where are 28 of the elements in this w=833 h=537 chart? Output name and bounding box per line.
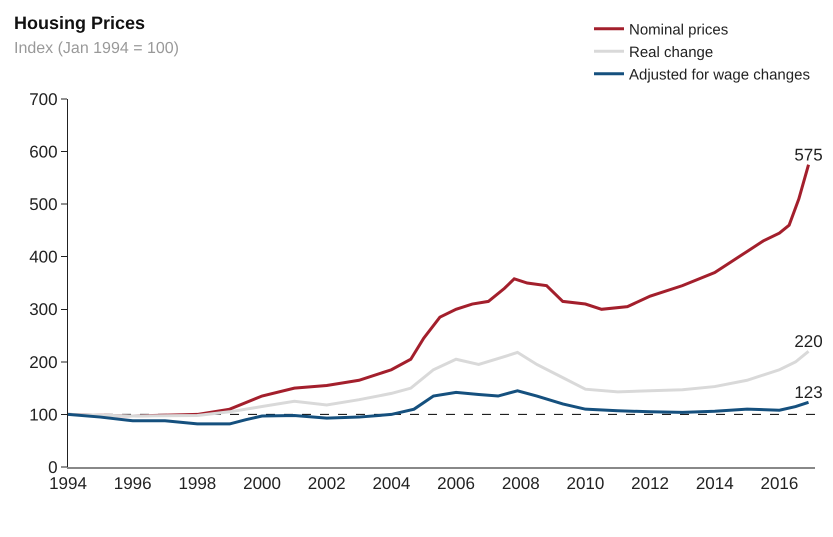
x-tick-label: 1994 xyxy=(49,474,87,494)
x-tick-label: 2004 xyxy=(372,474,410,494)
x-tick-label: 2006 xyxy=(437,474,475,494)
legend-label: Nominal prices xyxy=(629,22,728,39)
data-label: 123 xyxy=(794,383,823,402)
x-tick-label: 2000 xyxy=(243,474,281,494)
x-tick-label: 2010 xyxy=(566,474,604,494)
x-tick-label: 1996 xyxy=(114,474,152,494)
y-tick-label: 0 xyxy=(48,458,58,477)
x-tick-label: 2002 xyxy=(308,474,346,494)
chart-title: Housing Prices xyxy=(14,13,146,33)
y-tick-label: 200 xyxy=(29,352,58,372)
y-tick-label: 600 xyxy=(29,142,58,162)
y-tick-label: 700 xyxy=(29,90,58,109)
x-tick-label: 1998 xyxy=(178,474,216,494)
data-label: 220 xyxy=(794,332,823,352)
chart-subtitle: Index (Jan 1994 = 100) xyxy=(14,40,180,57)
x-tick-label: 2014 xyxy=(696,474,734,494)
legend-label: Adjusted for wage changes xyxy=(629,66,810,84)
x-tick-label: 2016 xyxy=(760,474,798,494)
y-tick-label: 500 xyxy=(29,195,58,214)
x-tick-label: 2008 xyxy=(502,474,540,494)
x-tick-label: 2012 xyxy=(631,474,669,494)
y-tick-label: 100 xyxy=(29,405,58,424)
data-label: 575 xyxy=(794,145,823,164)
legend-label: Real change xyxy=(629,44,714,62)
y-tick-label: 300 xyxy=(29,300,58,320)
y-tick-label: 400 xyxy=(29,248,58,267)
